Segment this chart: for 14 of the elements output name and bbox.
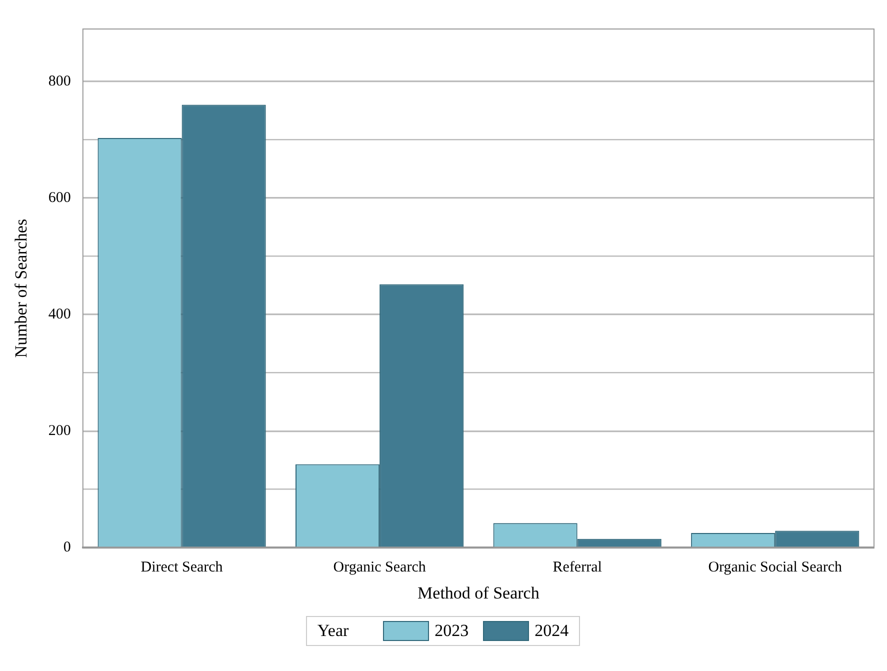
y-tick-label: 600	[48, 190, 71, 206]
y-axis-title: Number of Searches	[12, 218, 31, 358]
legend-title: Year	[317, 621, 349, 641]
y-tick-label: 0	[63, 540, 71, 556]
legend-label: 2023	[434, 621, 469, 641]
x-axis-title: Method of Search	[418, 583, 540, 602]
x-tick-label: Referral	[552, 560, 602, 576]
y-tick-label: 200	[48, 423, 71, 439]
y-tick-label: 800	[48, 73, 71, 90]
x-tick-label: Organic Search	[333, 560, 426, 576]
x-tick-label: Organic Social Search	[708, 560, 843, 576]
x-tick-label: Direct Search	[140, 560, 224, 576]
legend-label: 2024	[534, 621, 569, 641]
y-tick-label: 400	[48, 306, 71, 322]
